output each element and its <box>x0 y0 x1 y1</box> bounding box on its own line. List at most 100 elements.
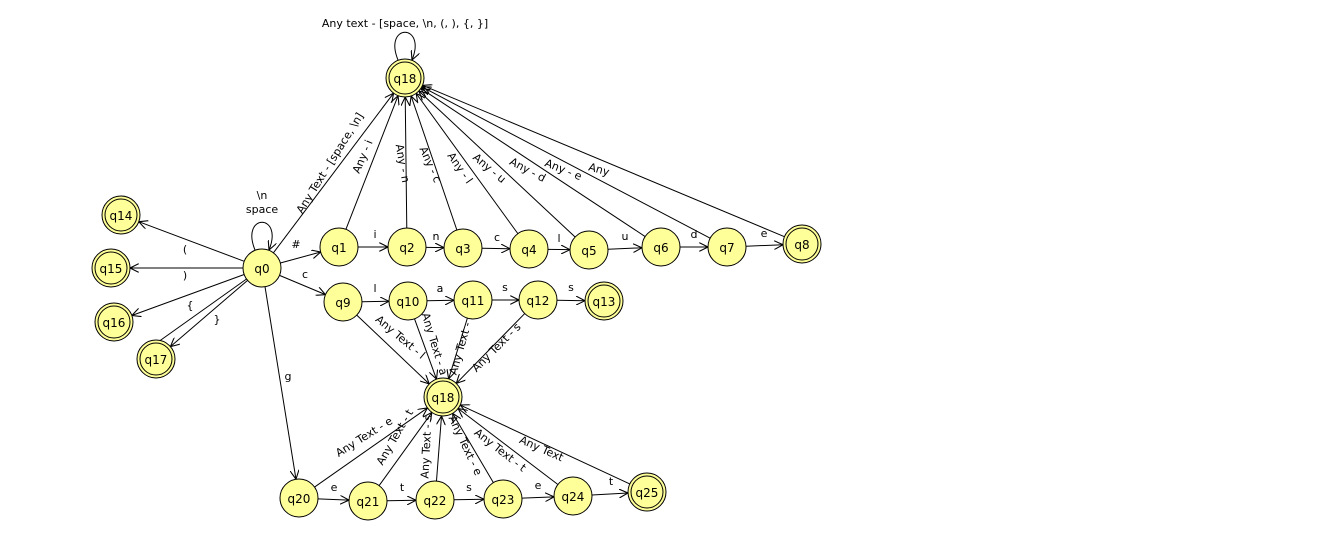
transition-label: ) <box>183 269 187 282</box>
transition-label: a <box>437 282 444 295</box>
state-label: q11 <box>462 294 485 308</box>
final-state-ring <box>630 475 664 509</box>
transition-q0-to-q16 <box>132 274 245 316</box>
transition-q0-to-q14 <box>139 222 245 262</box>
state-q22: q22 <box>415 480 455 520</box>
state-q7: q7 <box>707 227 747 267</box>
transition-q0-to-q20 <box>264 286 296 479</box>
state-label: q8 <box>794 238 809 252</box>
transition-label: n <box>433 230 440 243</box>
transition-q5-to-q6 <box>607 248 642 249</box>
transition-q24-to-q25 <box>591 493 628 495</box>
state-q5: q5 <box>569 230 609 270</box>
state-q11: q11 <box>453 280 493 320</box>
state-q3: q3 <box>443 228 483 268</box>
state-label: q9 <box>335 296 350 310</box>
state-label: q18 <box>432 391 455 405</box>
state-circle <box>483 479 523 519</box>
transition-label: e <box>535 479 542 492</box>
transition-q21-to-q18b <box>378 412 432 486</box>
state-circle <box>553 476 593 516</box>
transition-label: s <box>502 281 508 294</box>
transition-q23-to-q24 <box>521 497 554 498</box>
state-circle <box>387 227 427 267</box>
final-state-ring <box>785 227 819 261</box>
transition-q7-to-q8 <box>745 245 783 246</box>
state-circle <box>518 280 558 320</box>
state-q10: q10 <box>388 281 428 321</box>
transition-q8-to-q18a <box>423 85 785 238</box>
state-q12: q12 <box>518 280 558 320</box>
state-label: q13 <box>593 295 616 309</box>
state-label: q0 <box>254 262 269 276</box>
transition-label: } <box>214 313 221 326</box>
state-circle <box>415 480 455 520</box>
transition-q4-to-q18a <box>416 93 519 234</box>
transition-label: Any - u <box>470 151 508 186</box>
state-label: q16 <box>103 316 126 330</box>
transition-label: l <box>557 232 560 245</box>
transitions-layer <box>130 31 785 500</box>
state-q23: q23 <box>483 479 523 519</box>
state-q14: q14 <box>101 195 141 235</box>
transition-label: e <box>761 227 768 240</box>
transition-label: e <box>331 481 338 494</box>
transition-label: Any Text - l <box>373 313 428 362</box>
final-state-ring <box>97 305 131 339</box>
state-q1: q1 <box>319 227 359 267</box>
transition-q12-to-q18b <box>456 313 526 384</box>
state-label: q18 <box>394 72 417 86</box>
transition-label: Any Text - s <box>469 320 523 374</box>
transition-q7-to-q18a <box>422 87 711 239</box>
state-circle <box>707 227 747 267</box>
transition-label: ( <box>183 243 187 256</box>
state-circle <box>388 281 428 321</box>
state-q4: q4 <box>509 229 549 269</box>
transition-q20-to-q21 <box>317 499 349 500</box>
transition-q6-to-q18a <box>421 88 646 237</box>
state-label: q7 <box>719 241 734 255</box>
transition-q1-to-q18a <box>345 96 398 230</box>
transition-q0-to-q17b <box>144 278 247 352</box>
transition-q0-self-loop <box>251 221 272 250</box>
state-q17: q17 <box>136 339 176 379</box>
state-label: q20 <box>288 492 311 506</box>
final-state-ring <box>587 284 621 318</box>
state-label: q23 <box>492 493 515 507</box>
state-label: q25 <box>636 486 659 500</box>
state-q16: q16 <box>94 302 134 342</box>
transition-q11-to-q18b <box>449 318 468 379</box>
transition-label: i <box>373 228 376 241</box>
final-state-ring <box>104 198 138 232</box>
transition-label: g <box>285 370 292 383</box>
state-q6: q6 <box>641 227 681 267</box>
state-label: q21 <box>357 495 380 509</box>
state-q25: q25 <box>627 472 667 512</box>
transition-label: # <box>291 238 300 251</box>
transition-label: \n space <box>246 189 279 216</box>
state-q0: q0 <box>242 248 282 288</box>
state-circle <box>569 230 609 270</box>
state-q13: q13 <box>584 281 624 321</box>
transition-label: l <box>373 282 376 295</box>
state-label: q24 <box>562 490 585 504</box>
transition-label: u <box>622 230 629 243</box>
transition-label: s <box>568 281 574 294</box>
state-label: q15 <box>100 262 123 276</box>
final-state-ring <box>388 61 422 95</box>
transition-q22-to-q18b <box>435 416 441 482</box>
transition-q0-to-q17 <box>170 279 248 346</box>
state-circle <box>443 228 483 268</box>
state-label: q14 <box>110 209 133 223</box>
state-circle <box>348 481 388 521</box>
state-label: q12 <box>527 294 550 308</box>
state-q20: q20 <box>279 478 319 518</box>
state-q18: q18 <box>423 377 463 417</box>
state-label: q4 <box>521 243 536 257</box>
transition-label: Any Text - s <box>418 415 434 479</box>
final-state-ring <box>139 342 173 376</box>
transition-q0-to-q18a <box>273 93 393 254</box>
state-circle <box>242 248 282 288</box>
state-q18: q18 <box>385 58 425 98</box>
state-label: q1 <box>331 241 346 255</box>
